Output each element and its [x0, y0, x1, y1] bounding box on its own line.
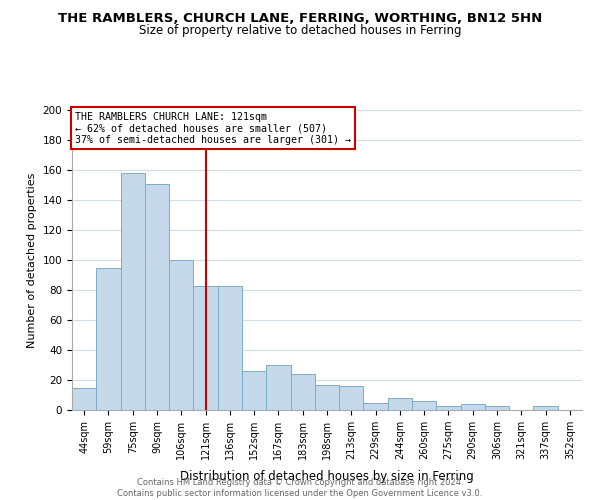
Bar: [533, 406, 558, 410]
Bar: [121, 173, 145, 410]
Bar: [169, 260, 193, 410]
Bar: [193, 286, 218, 410]
Text: Size of property relative to detached houses in Ferring: Size of property relative to detached ho…: [139, 24, 461, 37]
Text: THE RAMBLERS CHURCH LANE: 121sqm
← 62% of detached houses are smaller (507)
37% : THE RAMBLERS CHURCH LANE: 121sqm ← 62% o…: [74, 112, 350, 144]
Bar: [242, 371, 266, 410]
Bar: [436, 406, 461, 410]
Text: Contains HM Land Registry data © Crown copyright and database right 2024.
Contai: Contains HM Land Registry data © Crown c…: [118, 478, 482, 498]
Bar: [266, 365, 290, 410]
Bar: [364, 402, 388, 410]
Bar: [72, 388, 96, 410]
Bar: [218, 286, 242, 410]
Bar: [145, 184, 169, 410]
Bar: [290, 374, 315, 410]
Y-axis label: Number of detached properties: Number of detached properties: [27, 172, 37, 348]
Bar: [96, 268, 121, 410]
Bar: [315, 384, 339, 410]
Bar: [388, 398, 412, 410]
Text: THE RAMBLERS, CHURCH LANE, FERRING, WORTHING, BN12 5HN: THE RAMBLERS, CHURCH LANE, FERRING, WORT…: [58, 12, 542, 26]
Bar: [339, 386, 364, 410]
X-axis label: Distribution of detached houses by size in Ferring: Distribution of detached houses by size …: [180, 470, 474, 484]
Bar: [412, 401, 436, 410]
Bar: [485, 406, 509, 410]
Bar: [461, 404, 485, 410]
